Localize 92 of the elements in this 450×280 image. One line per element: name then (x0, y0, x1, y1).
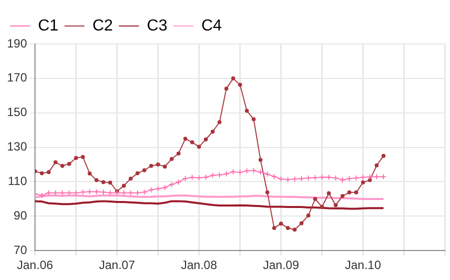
point (258, 158, 263, 162)
y-tick-label: 190 (6, 36, 28, 50)
point (238, 82, 242, 87)
point (54, 160, 58, 164)
point (80, 154, 85, 159)
y-tick-label: 90 (14, 208, 28, 222)
point (86, 188, 93, 195)
point (326, 191, 331, 196)
point (382, 154, 386, 158)
point (38, 192, 45, 198)
point (265, 190, 270, 194)
point (149, 164, 154, 168)
point (374, 174, 380, 180)
point (300, 221, 304, 226)
point (74, 156, 78, 160)
point (190, 140, 194, 144)
point (120, 190, 127, 196)
point (272, 226, 276, 230)
point (59, 190, 66, 196)
point (284, 176, 291, 183)
y-tick-label: 110 (8, 174, 28, 188)
legend-label: C4 (201, 17, 222, 34)
point (326, 174, 332, 180)
point (374, 163, 379, 168)
x-tick-label: Jan.10 (344, 258, 382, 272)
point (100, 189, 106, 196)
y-tick-label: 70 (14, 242, 28, 257)
point (312, 174, 318, 181)
point (101, 180, 106, 184)
point (320, 204, 324, 209)
point (218, 120, 222, 124)
point (170, 157, 174, 162)
point (244, 168, 250, 174)
legend-label: C1 (38, 17, 59, 34)
point (122, 184, 126, 188)
point (354, 190, 358, 194)
point (107, 190, 114, 196)
x-tick-label: Jan.06 (17, 258, 54, 272)
point (142, 168, 146, 172)
point (306, 213, 310, 218)
point (223, 170, 230, 177)
x-tick-label: Jan.07 (99, 258, 136, 272)
point (136, 171, 140, 176)
y-tick-label: 130 (6, 140, 28, 154)
point (271, 174, 278, 180)
point (292, 228, 297, 232)
point (189, 174, 196, 180)
point (313, 196, 318, 201)
point (60, 164, 64, 168)
point (231, 76, 236, 80)
point (286, 226, 290, 230)
point (148, 186, 154, 193)
point (67, 162, 72, 166)
point (202, 174, 209, 180)
point (334, 203, 338, 208)
point (204, 137, 208, 142)
point (183, 136, 188, 141)
point (141, 189, 148, 196)
point (244, 108, 249, 113)
point (346, 176, 352, 182)
x-tick-label: Jan.09 (262, 258, 300, 272)
point (46, 190, 52, 196)
point (252, 117, 256, 122)
point (94, 178, 99, 182)
point (347, 190, 352, 194)
point (230, 168, 236, 175)
legend-label: C2 (92, 17, 114, 34)
legend-label: C3 (146, 17, 168, 34)
point (156, 162, 160, 167)
point (162, 184, 168, 191)
point (128, 176, 133, 181)
point (128, 190, 134, 196)
point (279, 222, 284, 226)
point (197, 144, 202, 149)
point (210, 130, 215, 134)
y-tick-label: 150 (6, 105, 28, 120)
point (88, 171, 92, 176)
point (361, 180, 366, 184)
point (66, 190, 72, 196)
point (46, 170, 51, 174)
point (40, 171, 44, 176)
point (176, 152, 181, 156)
point (224, 86, 228, 91)
point (264, 171, 270, 178)
point (366, 174, 373, 180)
y-tick-label: 170 (6, 70, 28, 85)
point (108, 180, 112, 185)
point (210, 172, 216, 178)
point (80, 189, 86, 196)
point (162, 164, 167, 169)
x-tick-label: Jan.08 (180, 258, 218, 272)
point (340, 194, 345, 198)
